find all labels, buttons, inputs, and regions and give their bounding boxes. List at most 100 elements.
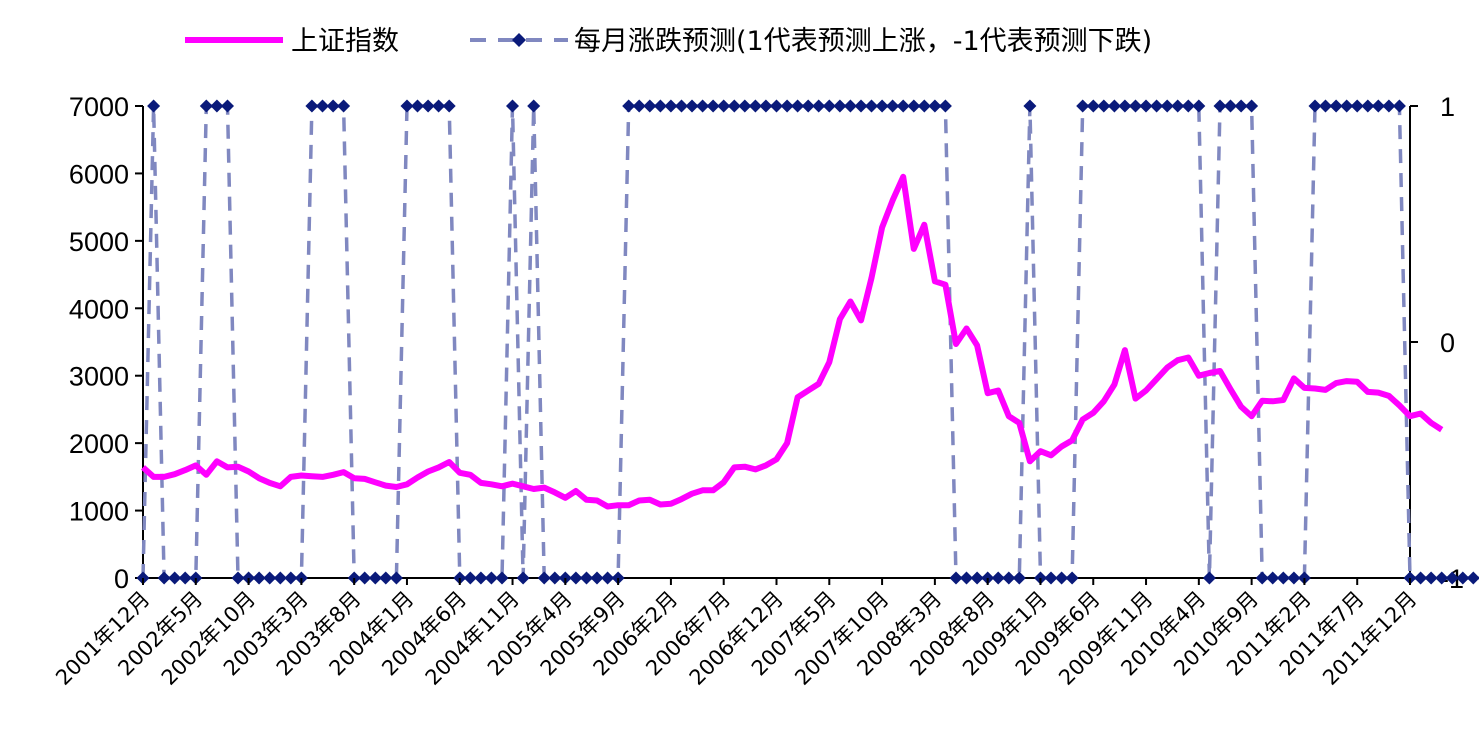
forecast-point <box>178 571 192 585</box>
forecast-point <box>379 571 393 585</box>
forecast-point <box>337 99 351 113</box>
forecast-point <box>1266 571 1280 585</box>
forecast-point <box>506 99 519 113</box>
forecast-point <box>326 99 340 113</box>
forecast-point <box>316 99 329 113</box>
forecast-point <box>970 571 984 585</box>
forecast-point <box>854 99 868 113</box>
forecast-point <box>411 99 424 113</box>
y-left-tick-label: 2000 <box>69 429 129 459</box>
forecast-point <box>1023 99 1037 113</box>
forecast-point <box>1171 99 1185 113</box>
forecast-point <box>759 99 773 113</box>
forecast-point <box>590 571 604 585</box>
forecast-point <box>199 99 213 113</box>
forecast-point <box>432 99 446 113</box>
forecast-point <box>1287 571 1301 585</box>
forecast-point <box>273 571 287 585</box>
forecast-point <box>157 571 171 585</box>
legend-label-forecast: 每月涨跌预测(1代表预测上涨，-1代表预测下跌) <box>574 26 1152 57</box>
forecast-point <box>474 571 488 585</box>
forecast-point <box>1181 99 1195 113</box>
forecast-point <box>1445 571 1459 585</box>
forecast-point <box>706 99 720 113</box>
forecast-point <box>1350 99 1364 113</box>
forecast-point <box>664 99 678 113</box>
forecast-point <box>960 571 973 585</box>
forecast-point <box>675 99 688 113</box>
forecast-point <box>896 99 910 113</box>
forecast-point <box>1129 99 1142 113</box>
forecast-point <box>801 99 815 113</box>
forecast-point <box>780 99 794 113</box>
forecast-point <box>1012 571 1026 585</box>
forecast-point <box>632 99 646 113</box>
forecast-point <box>1456 571 1470 585</box>
forecast-point <box>1192 99 1206 113</box>
forecast-point <box>1065 571 1079 585</box>
forecast-point <box>812 99 826 113</box>
forecast-point <box>147 99 161 113</box>
y-left-tick-label: 7000 <box>69 92 129 122</box>
forecast-series <box>136 99 1479 585</box>
forecast-point <box>305 99 319 113</box>
forecast-point <box>843 99 857 113</box>
forecast-point <box>822 99 836 113</box>
forecast-point <box>1361 99 1375 113</box>
forecast-point <box>389 571 403 585</box>
forecast-point <box>442 99 456 113</box>
legend-marker-forecast <box>512 33 526 47</box>
forecast-point <box>727 99 741 113</box>
forecast-point <box>400 99 414 113</box>
forecast-point <box>1414 571 1428 585</box>
forecast-point <box>1276 571 1290 585</box>
forecast-point <box>685 99 699 113</box>
forecast-point <box>1055 571 1069 585</box>
forecast-line <box>141 104 1479 580</box>
forecast-point <box>1382 99 1396 113</box>
y-left-tick-label: 6000 <box>69 159 129 189</box>
forecast-point <box>738 99 752 113</box>
forecast-point <box>833 99 847 113</box>
forecast-point <box>1139 99 1153 113</box>
forecast-point <box>484 571 498 585</box>
forecast-point <box>548 571 562 585</box>
forecast-point <box>917 99 931 113</box>
forecast-point <box>1329 99 1343 113</box>
forecast-point <box>1202 571 1216 585</box>
forecast-point <box>1435 571 1449 585</box>
forecast-point <box>580 571 593 585</box>
forecast-point <box>1002 571 1016 585</box>
forecast-point <box>696 99 710 113</box>
forecast-point <box>1424 571 1438 585</box>
forecast-point <box>231 571 245 585</box>
forecast-point <box>1224 99 1237 113</box>
y-left-tick-label: 4000 <box>69 294 129 324</box>
y-right-tick-label: 1 <box>1440 92 1455 122</box>
forecast-point <box>495 571 509 585</box>
legend: 上证指数 每月涨跌预测(1代表预测上涨，-1代表预测下跌) <box>185 26 1152 57</box>
forecast-point <box>1118 99 1132 113</box>
forecast-point <box>1340 99 1354 113</box>
legend-label-index: 上证指数 <box>291 26 399 57</box>
forecast-point <box>1086 99 1100 113</box>
y-left-tick-label: 3000 <box>69 362 129 392</box>
forecast-point <box>865 99 878 113</box>
forecast-point <box>1319 99 1332 113</box>
forecast-point <box>1213 99 1227 113</box>
forecast-point <box>643 99 657 113</box>
forecast-point <box>1255 571 1269 585</box>
forecast-point <box>358 571 372 585</box>
forecast-point <box>1160 99 1174 113</box>
forecast-point <box>1392 99 1406 113</box>
forecast-point <box>537 571 551 585</box>
forecast-point <box>1044 571 1058 585</box>
forecast-point <box>717 99 731 113</box>
forecast-point <box>1308 99 1322 113</box>
forecast-point <box>421 99 435 113</box>
forecast-point <box>653 99 667 113</box>
forecast-point <box>1371 99 1385 113</box>
forecast-point <box>622 99 636 113</box>
